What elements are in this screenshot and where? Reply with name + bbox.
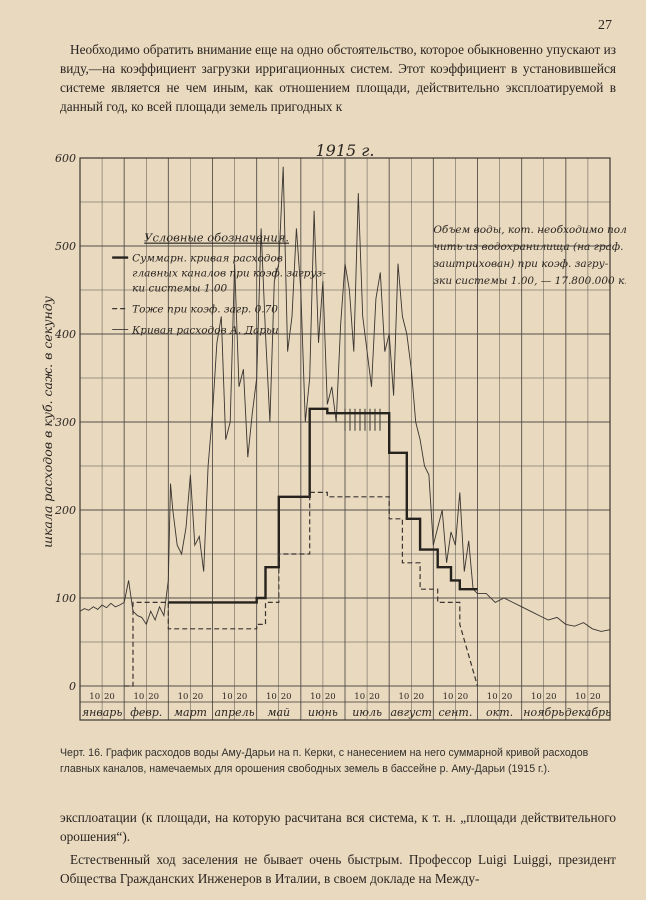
y-tick-label: 500	[55, 240, 76, 253]
x-day-tick-label: 20	[502, 692, 513, 702]
x-day-tick-label: 10	[443, 692, 454, 702]
y-tick-label: 200	[54, 504, 76, 517]
legend-item-label: Кривая расходов А. Дарьи	[131, 325, 279, 337]
x-day-tick-label: 20	[413, 692, 424, 702]
x-day-tick-label: 10	[222, 692, 233, 702]
x-day-tick-label: 20	[546, 692, 557, 702]
series-bold-line	[168, 407, 478, 604]
x-month-label: сент.	[438, 706, 472, 719]
x-day-tick-label: 10	[398, 692, 409, 702]
x-month-label: март	[174, 706, 207, 719]
annotation-line: заштрихован) при коэф. загру-	[433, 258, 608, 270]
y-tick-label: 400	[54, 328, 76, 341]
x-day-tick-label: 10	[266, 692, 277, 702]
legend-item-label: Тоже при коэф. загр. 0.70	[132, 304, 278, 316]
annotation-line: чить из водохранилища (на граф.	[433, 241, 623, 253]
y-tick-label: 600	[55, 152, 76, 165]
series-dashed-line	[124, 491, 479, 687]
x-day-tick-label: 10	[89, 692, 100, 702]
x-day-tick-label: 10	[354, 692, 365, 702]
legend-item-label: главных каналов при коэф. загруз-	[132, 268, 326, 280]
x-month-label: январь	[82, 706, 123, 719]
x-month-label: апрель	[214, 706, 254, 719]
x-month-label: декабрь	[565, 706, 611, 719]
annotation-line: Объем воды, кот. необходимо полу-	[433, 224, 626, 236]
x-day-tick-label: 20	[237, 692, 248, 702]
x-month-label: июль	[352, 706, 382, 719]
paragraph-bottom-2: Естественный ход заселения не бывает оче…	[60, 852, 616, 886]
y-tick-label: 300	[55, 416, 76, 429]
x-day-tick-label: 20	[104, 692, 115, 702]
series-thin-line	[79, 166, 611, 632]
x-month-label: июнь	[308, 706, 338, 719]
x-month-label: август	[391, 706, 433, 719]
paragraph-top: Необходимо обратить внимание еще на одно…	[60, 42, 616, 114]
plot-frame	[79, 157, 611, 721]
x-day-tick-label: 20	[148, 692, 159, 702]
x-day-tick-label: 10	[487, 692, 498, 702]
chart-title: 1915 г.	[316, 141, 375, 160]
x-day-tick-label: 10	[310, 692, 321, 702]
annotation-line: зки системы 1.00, — 17.800.000 к. с.	[433, 275, 626, 287]
x-day-tick-label: 20	[192, 692, 203, 702]
y-axis-label: шкала расходов в куб. саж. в секунду	[40, 295, 55, 548]
legend-title: Условные обозначения.	[144, 231, 289, 245]
x-month-label: май	[267, 706, 290, 719]
x-day-tick-label: 10	[575, 692, 586, 702]
x-day-tick-label: 20	[590, 692, 601, 702]
x-day-tick-label: 10	[133, 692, 144, 702]
page-number: 27	[598, 18, 612, 33]
y-tick-label: 100	[55, 592, 76, 605]
x-month-label: окт.	[486, 706, 513, 719]
paragraph-bottom-1: эксплоатации (к площади, на которую расч…	[60, 810, 616, 844]
legend-item-label: Суммарн. кривая расходов	[132, 253, 283, 265]
legend-item-label: ки системы 1.00	[132, 283, 227, 295]
x-day-tick-label: 20	[281, 692, 292, 702]
figure-caption: Черт. 16. График расходов воды Аму-Дарьи…	[60, 747, 589, 775]
x-day-tick-label: 10	[531, 692, 542, 702]
x-month-label: февр.	[130, 706, 162, 719]
x-day-tick-label: 10	[178, 692, 189, 702]
x-month-label: ноябрь	[523, 706, 564, 719]
x-day-tick-label: 20	[325, 692, 336, 702]
x-day-tick-label: 20	[457, 692, 468, 702]
x-day-tick-label: 20	[369, 692, 380, 702]
y-tick-label: 0	[69, 680, 76, 693]
